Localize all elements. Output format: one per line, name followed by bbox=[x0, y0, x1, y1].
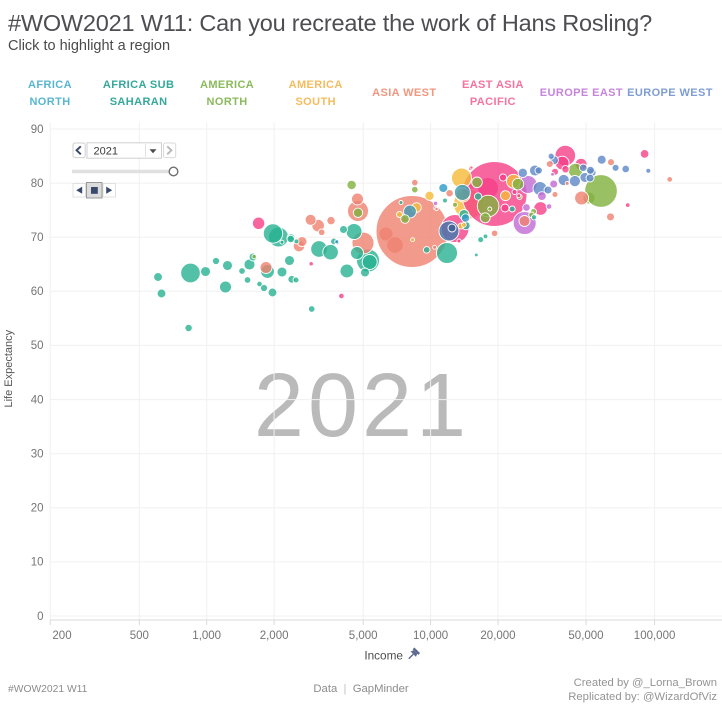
svg-text:10: 10 bbox=[31, 557, 44, 569]
svg-text:20: 20 bbox=[31, 503, 44, 515]
svg-text:200: 200 bbox=[52, 630, 71, 642]
svg-text:10,000: 10,000 bbox=[413, 630, 448, 642]
svg-text:30: 30 bbox=[31, 449, 44, 461]
svg-text:0: 0 bbox=[37, 611, 43, 623]
svg-text:80: 80 bbox=[31, 178, 44, 190]
svg-text:70: 70 bbox=[31, 232, 44, 244]
svg-text:40: 40 bbox=[31, 394, 44, 406]
svg-text:1,000: 1,000 bbox=[192, 630, 221, 642]
svg-text:20,000: 20,000 bbox=[480, 630, 515, 642]
svg-text:50: 50 bbox=[31, 340, 44, 352]
svg-text:2021: 2021 bbox=[254, 356, 470, 456]
svg-text:2021: 2021 bbox=[94, 145, 118, 157]
svg-text:500: 500 bbox=[130, 630, 149, 642]
svg-text:5,000: 5,000 bbox=[349, 630, 378, 642]
svg-text:60: 60 bbox=[31, 286, 44, 298]
svg-text:50,000: 50,000 bbox=[568, 630, 603, 642]
svg-text:Life Expectancy: Life Expectancy bbox=[3, 329, 15, 407]
svg-text:2,000: 2,000 bbox=[260, 630, 289, 642]
svg-text:90: 90 bbox=[31, 124, 44, 136]
svg-text:100,000: 100,000 bbox=[634, 630, 676, 642]
svg-text:Income: Income bbox=[364, 649, 403, 663]
